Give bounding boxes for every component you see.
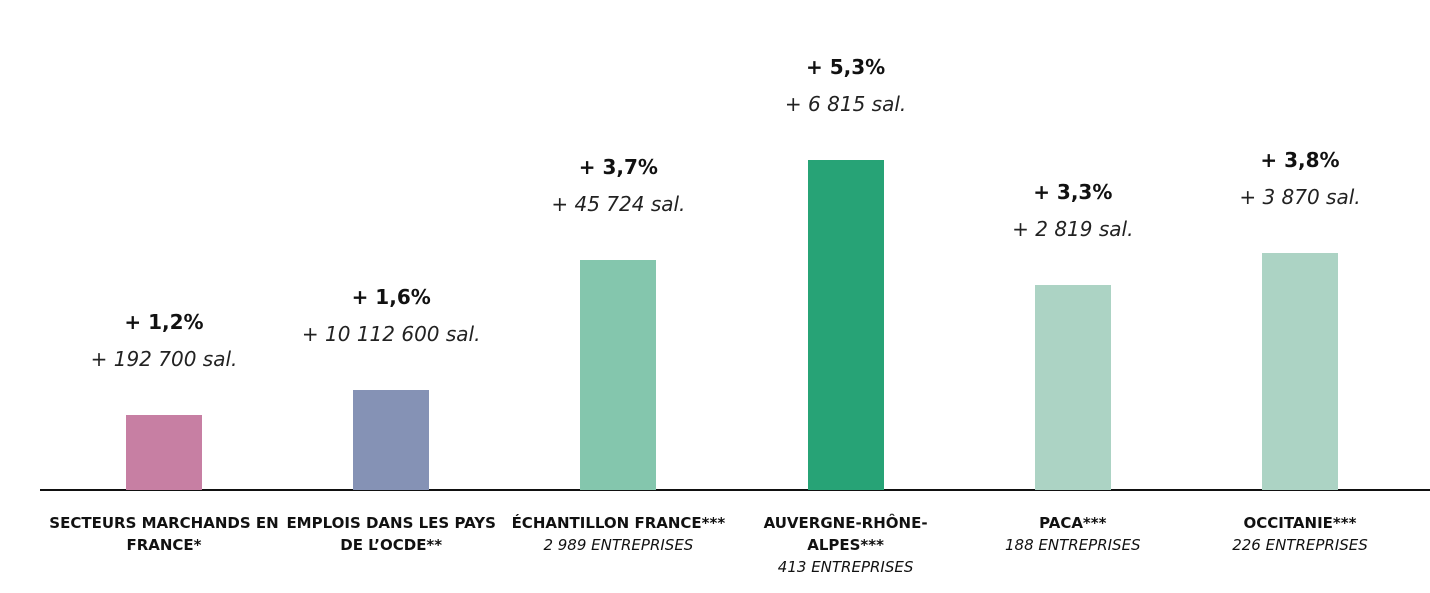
bar xyxy=(1262,253,1338,490)
x-tick-label: SECTEURS MARCHANDS EN FRANCE* xyxy=(48,512,280,556)
category-note: 226 ENTREPRISES xyxy=(1232,536,1368,554)
value-label: + 3,3% xyxy=(1033,179,1113,204)
category-name: PACA*** xyxy=(1039,514,1107,532)
value-label: + 5,3% xyxy=(805,55,886,79)
category-name: OCCITANIE*** xyxy=(1243,514,1357,532)
value-label: + 3,7% xyxy=(578,154,658,179)
annotation: + 3 870 sal. xyxy=(1239,185,1361,210)
category-note: 2 989 ENTREPRISES xyxy=(543,536,694,554)
x-tick-label: ÉCHANTILLON FRANCE*** 2 989 ENTREPRISES xyxy=(502,512,734,556)
x-tick-label: AUVERGNE-RHÔNE-ALPES*** 413 ENTREPRISES xyxy=(730,512,962,578)
category-note: 188 ENTREPRISES xyxy=(1005,536,1141,554)
bar xyxy=(1034,284,1111,490)
category-name: EMPLOIS DANS LES PAYS DE L’OCDE** xyxy=(286,514,496,554)
category-name: AUVERGNE-RHÔNE-ALPES*** xyxy=(763,514,928,554)
baseline xyxy=(40,489,1430,491)
value-label: + 1,2% xyxy=(124,310,204,335)
x-tick-label: EMPLOIS DANS LES PAYS DE L’OCDE** xyxy=(275,512,507,556)
annotation: + 2 819 sal. xyxy=(1012,216,1134,241)
bar xyxy=(126,415,202,490)
annotation: + 6 815 sal. xyxy=(784,92,907,116)
value-label: + 3,8% xyxy=(1260,148,1340,173)
x-tick-label: PACA*** 188 ENTREPRISES xyxy=(957,512,1189,556)
category-name: SECTEURS MARCHANDS EN FRANCE* xyxy=(49,514,279,554)
x-tick-label: OCCITANIE*** 226 ENTREPRISES xyxy=(1184,512,1416,556)
annotation: + 192 700 sal. xyxy=(90,347,238,372)
annotation: + 45 724 sal. xyxy=(551,191,686,216)
category-name: ÉCHANTILLON FRANCE*** xyxy=(511,514,726,532)
category-note: 413 ENTREPRISES xyxy=(777,558,914,576)
bar xyxy=(353,390,430,490)
value-label: + 1,6% xyxy=(351,285,431,310)
bar xyxy=(580,259,657,490)
annotation: + 10 112 600 sal. xyxy=(301,322,481,347)
bar xyxy=(807,160,884,490)
